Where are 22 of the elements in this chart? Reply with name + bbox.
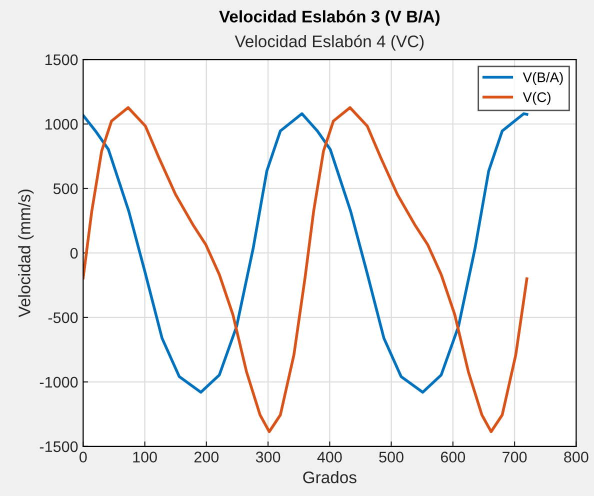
x-tick-label: 600: [440, 452, 466, 462]
y-tick-label: -500: [48, 312, 78, 324]
x-tick-label: 0: [80, 452, 87, 462]
y-tick-label: 500: [53, 183, 78, 194]
chart-subtitle: Velocidad Eslabón 4 (VC): [234, 34, 424, 51]
y-tick-label: 0: [70, 248, 78, 259]
y-tick-label: -1000: [40, 376, 78, 388]
y-tick-label: 1000: [45, 118, 78, 130]
x-tick-label: 700: [502, 452, 527, 462]
x-tick-label: 500: [379, 452, 404, 462]
x-axis-title: Grados: [303, 471, 356, 484]
y-tick-label: -1500: [40, 441, 78, 452]
x-tick-label: 100: [133, 452, 157, 462]
x-tick-label: 800: [564, 452, 588, 462]
y-tick-label: 1500: [45, 54, 78, 66]
legend-label: V(B/A): [522, 72, 563, 85]
x-tick-label: 400: [317, 452, 342, 462]
x-tick-label: 300: [256, 452, 280, 462]
chart-title: Velocidad Eslabón 3 (V B/A): [219, 10, 440, 26]
x-tick-label: 200: [194, 452, 219, 462]
y-axis-title: Velocidad (mm/s): [18, 190, 34, 318]
legend-label: V(C): [522, 92, 550, 105]
